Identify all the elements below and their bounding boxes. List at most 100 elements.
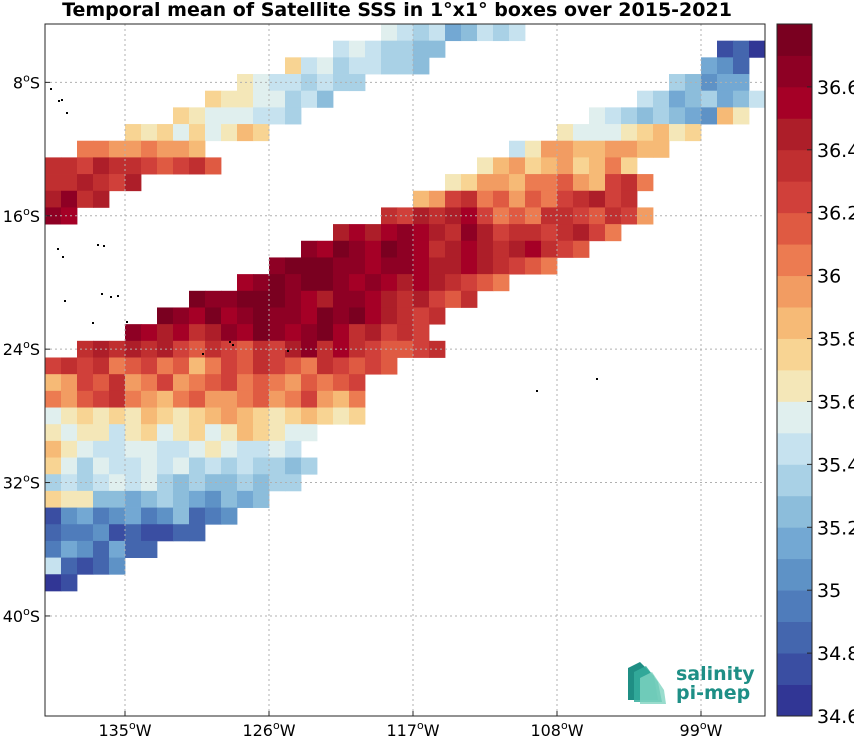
heatmap-cell	[429, 240, 446, 258]
heatmap-cell	[77, 524, 94, 542]
heatmap-cell	[429, 290, 446, 308]
map-frame	[44, 23, 766, 717]
heatmap-cell	[381, 207, 398, 225]
colorbar-tick-label: 35.4	[817, 454, 854, 476]
heatmap-cell	[109, 424, 126, 442]
heatmap-cell	[141, 374, 158, 392]
heatmap-cell	[333, 224, 350, 242]
heatmap-cell	[285, 407, 302, 425]
heatmap-cell	[237, 307, 254, 325]
heatmap-cell	[317, 240, 334, 258]
heatmap-cell	[125, 507, 142, 525]
heatmap-cell	[317, 274, 334, 292]
heatmap-cell	[685, 74, 702, 92]
heatmap-cell	[397, 24, 414, 42]
heatmap-cell	[621, 190, 638, 208]
heatmap-cell	[317, 307, 334, 325]
heatmap-cell	[701, 90, 718, 108]
heatmap-cell	[349, 307, 366, 325]
heatmap-cell	[701, 107, 718, 125]
heatmap-cell	[237, 374, 254, 392]
heatmap-cell	[237, 357, 254, 375]
heatmap-cell	[205, 390, 222, 408]
heatmap-cell	[301, 307, 318, 325]
heatmap-cell	[381, 307, 398, 325]
heatmap-cell	[173, 407, 190, 425]
heatmap-cell	[333, 240, 350, 258]
heatmap-cell	[637, 90, 654, 108]
heatmap-cell	[509, 190, 526, 208]
heatmap-cell	[173, 357, 190, 375]
heatmap-cell	[45, 374, 62, 392]
heatmap-cell	[221, 474, 238, 492]
heatmap-cell	[493, 274, 510, 292]
colorbar-tick-label: 36.2	[817, 203, 854, 225]
heatmap-cell	[237, 440, 254, 458]
heatmap-cell	[301, 274, 318, 292]
heatmap-cell	[573, 224, 590, 242]
heatmap-cell	[333, 40, 350, 58]
heatmap-cell	[125, 424, 142, 442]
heatmap-cell	[717, 40, 734, 58]
heatmap-cell	[557, 124, 574, 142]
heatmap-cell	[477, 274, 494, 292]
heatmap-cell	[733, 57, 750, 75]
heatmap-cell	[509, 24, 526, 42]
heatmap-cell	[621, 140, 638, 158]
heatmap-cell	[605, 157, 622, 175]
heatmap-cell	[109, 540, 126, 558]
heatmap-cell	[109, 557, 126, 575]
heatmap-cell	[141, 407, 158, 425]
heatmap-cell	[189, 474, 206, 492]
heatmap-cell	[605, 124, 622, 142]
colorbar-segment	[777, 149, 812, 182]
heatmap-cell	[493, 157, 510, 175]
heatmap-cell	[349, 240, 366, 258]
heatmap-cell	[285, 257, 302, 275]
heatmap-cell	[45, 174, 62, 192]
colorbar-tick-label: 35.6	[817, 392, 854, 414]
colorbar-segment	[777, 495, 812, 528]
heatmap-cell	[285, 74, 302, 92]
heatmap-cell	[173, 507, 190, 525]
heatmap-cell	[157, 490, 174, 508]
heatmap-cell	[349, 224, 366, 242]
colorbar-segment	[777, 55, 812, 88]
heatmap-cell	[253, 424, 270, 442]
heatmap-cell	[141, 474, 158, 492]
heatmap-cell	[45, 157, 62, 175]
heatmap-cell	[157, 507, 174, 525]
heatmap-cell	[205, 307, 222, 325]
heatmap-cell	[477, 257, 494, 275]
heatmap-cell	[61, 557, 78, 575]
heatmap-cell	[93, 524, 110, 542]
heatmap-cell	[525, 257, 542, 275]
island-speck	[101, 293, 103, 295]
heatmap-cell	[285, 274, 302, 292]
heatmap-cell	[189, 524, 206, 542]
heatmap-cell	[285, 107, 302, 125]
heatmap-cell	[125, 440, 142, 458]
heatmap-cell	[413, 290, 430, 308]
heatmap-cell	[445, 274, 462, 292]
heatmap-cell	[605, 190, 622, 208]
heatmap-cell	[157, 374, 174, 392]
heatmap-cell	[413, 307, 430, 325]
heatmap-cell	[621, 174, 638, 192]
heatmap-cell	[125, 324, 142, 342]
heatmap-cell	[397, 224, 414, 242]
heatmap-cell	[445, 224, 462, 242]
heatmap-cell	[637, 174, 654, 192]
heatmap-cell	[173, 374, 190, 392]
heatmap-cell	[173, 307, 190, 325]
heatmap-cell	[413, 190, 430, 208]
heatmap-cell	[141, 324, 158, 342]
heatmap-cell	[173, 440, 190, 458]
heatmap-cell	[269, 290, 286, 308]
heatmap-cell	[157, 407, 174, 425]
heatmap-cell	[349, 390, 366, 408]
heatmap-cell	[109, 374, 126, 392]
island-speck	[287, 350, 289, 352]
colorbar-segment	[777, 527, 812, 560]
heatmap-cell	[157, 390, 174, 408]
